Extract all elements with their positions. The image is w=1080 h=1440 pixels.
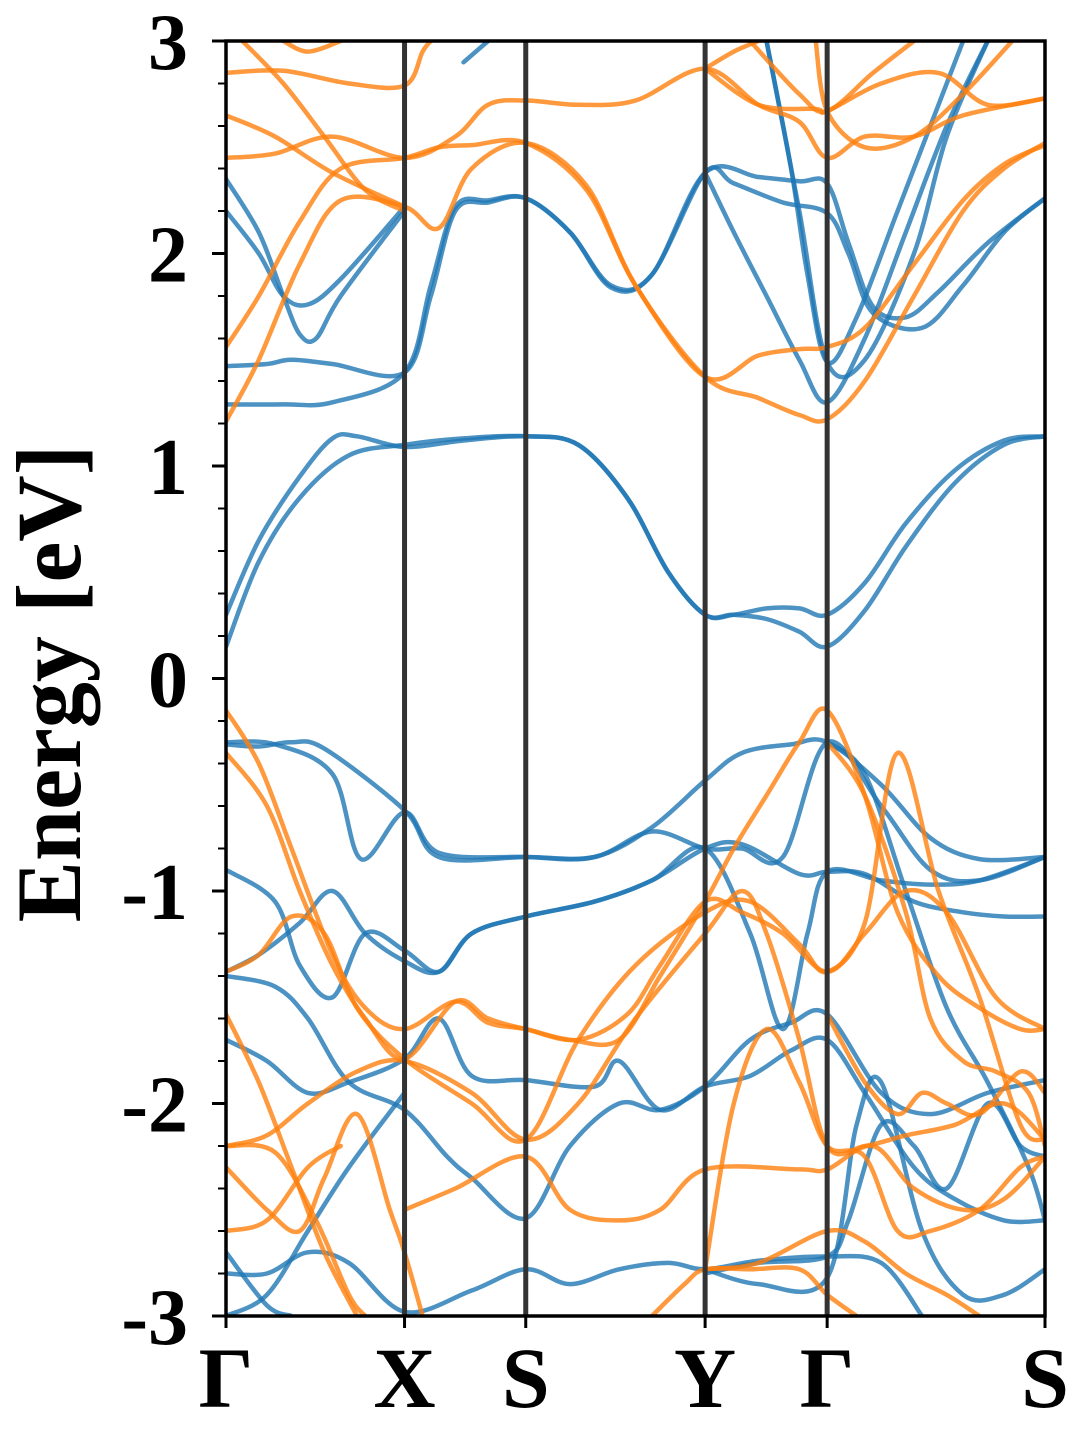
band-line-spin_b-36 <box>226 750 1045 1144</box>
band-line-spin_a-15 <box>226 1016 1045 1225</box>
band-line-spin_b-39 <box>226 888 1045 1157</box>
band-line-spin_a-9 <box>764 41 990 380</box>
y-axis: 3 2 1 0 -1 -2 -3 <box>121 0 226 1362</box>
band-line-spin_b-41 <box>226 1143 343 1234</box>
band-line-spin_a-10 <box>461 41 491 65</box>
band-line-spin_a-4 <box>226 165 1045 379</box>
band-line-spin_b-47 <box>824 1012 1045 1118</box>
band-line-spin_b-30 <box>702 41 761 71</box>
band-line-spin_a-5 <box>226 176 407 345</box>
y-tick-label-2: 2 <box>148 212 188 300</box>
y-tick-label-1: 3 <box>148 0 188 87</box>
band-line-spin_b-31 <box>702 66 1045 115</box>
x-tick-label-2: X <box>373 1330 435 1426</box>
x-tick-label-4: Y <box>674 1330 736 1426</box>
band-line-spin_b-32 <box>813 41 1015 151</box>
band-line-spin_a-7 <box>702 41 990 405</box>
band-line-spin_a-12 <box>226 739 1045 884</box>
band-line-spin_b-46 <box>824 740 1045 1149</box>
band-line-spin_b-43 <box>702 1026 1045 1272</box>
band-line-spin_a-6 <box>226 204 407 308</box>
band-line-spin_b-29 <box>281 41 343 54</box>
band-line-spin_a-21 <box>702 1074 1045 1303</box>
band-line-spin_a-2 <box>226 431 1045 621</box>
high-symmetry-lines <box>402 41 830 1316</box>
x-tick-label-1: Γ <box>199 1330 254 1426</box>
band-line-spin_b-28 <box>240 41 407 214</box>
y-axis-label: Energy [eV] <box>0 445 100 923</box>
band-line-spin_a-18 <box>226 1250 294 1316</box>
band-line-spin_b-24 <box>226 137 1045 382</box>
band-line-spin_a-14 <box>226 844 1045 1032</box>
x-tick-label-5: Γ <box>800 1330 855 1426</box>
band-line-spin_a-22 <box>824 740 1045 1223</box>
band-line-spin_b-38 <box>226 1142 368 1316</box>
y-axis-label-group: Energy [eV] <box>0 445 100 923</box>
band-line-spin_a-1 <box>226 433 1045 650</box>
band-line-spin_b-35 <box>226 750 1045 1062</box>
y-tick-label-3: 1 <box>148 424 188 512</box>
y-tick-label-5: -1 <box>121 849 188 937</box>
y-tick-label-7: -3 <box>121 1274 188 1362</box>
band-line-spin_b-25 <box>226 66 1045 161</box>
y-tick-label-4: 0 <box>148 637 188 725</box>
band-lines <box>226 41 1045 1316</box>
y-tick-label-6: -2 <box>121 1062 188 1150</box>
band-line-spin_a-13 <box>226 839 1045 1001</box>
x-tick-label-6: S <box>1021 1330 1069 1426</box>
band-line-spin_b-27 <box>226 41 434 91</box>
x-tick-label-3: S <box>502 1330 550 1426</box>
band-line-spin_b-37 <box>226 1012 360 1316</box>
band-line-spin_b-26 <box>226 113 407 209</box>
band-line-spin_b-44 <box>702 1227 982 1316</box>
band-line-spin_a-11 <box>226 737 1045 863</box>
band-line-spin_a-16 <box>226 973 1045 1221</box>
